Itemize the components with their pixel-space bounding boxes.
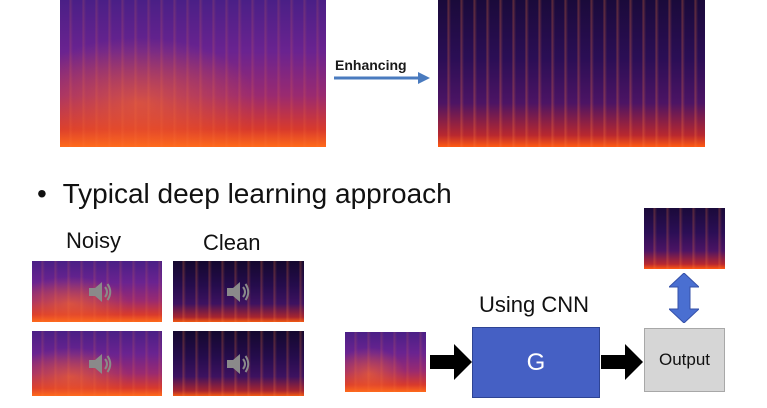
output-box: Output	[644, 328, 725, 392]
bullet-symbol: •	[37, 178, 47, 209]
speaker-icon[interactable]	[87, 351, 113, 377]
enhancing-label: Enhancing	[335, 57, 407, 73]
double-arrow-icon	[669, 273, 699, 323]
speaker-icon[interactable]	[225, 351, 251, 377]
clean-label: Clean	[203, 230, 261, 255]
arrow-right-icon	[601, 344, 643, 380]
top-enhanced-spectrogram	[438, 0, 705, 147]
generator-block: G	[472, 327, 600, 398]
bullet-text: Typical deep learning approach	[62, 178, 452, 209]
arrow-right-icon	[430, 344, 472, 380]
speaker-icon[interactable]	[87, 279, 113, 305]
clean-spectrogram-1[interactable]	[173, 261, 304, 322]
clean-spectrogram-2[interactable]	[173, 331, 304, 396]
noisy-spectrogram-1[interactable]	[32, 261, 162, 322]
noisy-label: Noisy	[66, 228, 122, 253]
bullet-line: • Typical deep learning approach	[37, 178, 452, 210]
model-caption: Using CNN	[479, 292, 590, 317]
speaker-icon[interactable]	[225, 279, 251, 305]
top-noisy-spectrogram	[60, 0, 326, 147]
output-label: Output	[658, 350, 711, 369]
arrow-right-icon	[334, 72, 430, 84]
output-spectrogram	[644, 208, 725, 269]
generator-label: G	[526, 348, 546, 376]
input-spectrogram	[345, 332, 426, 392]
noisy-spectrogram-2[interactable]	[32, 331, 162, 396]
